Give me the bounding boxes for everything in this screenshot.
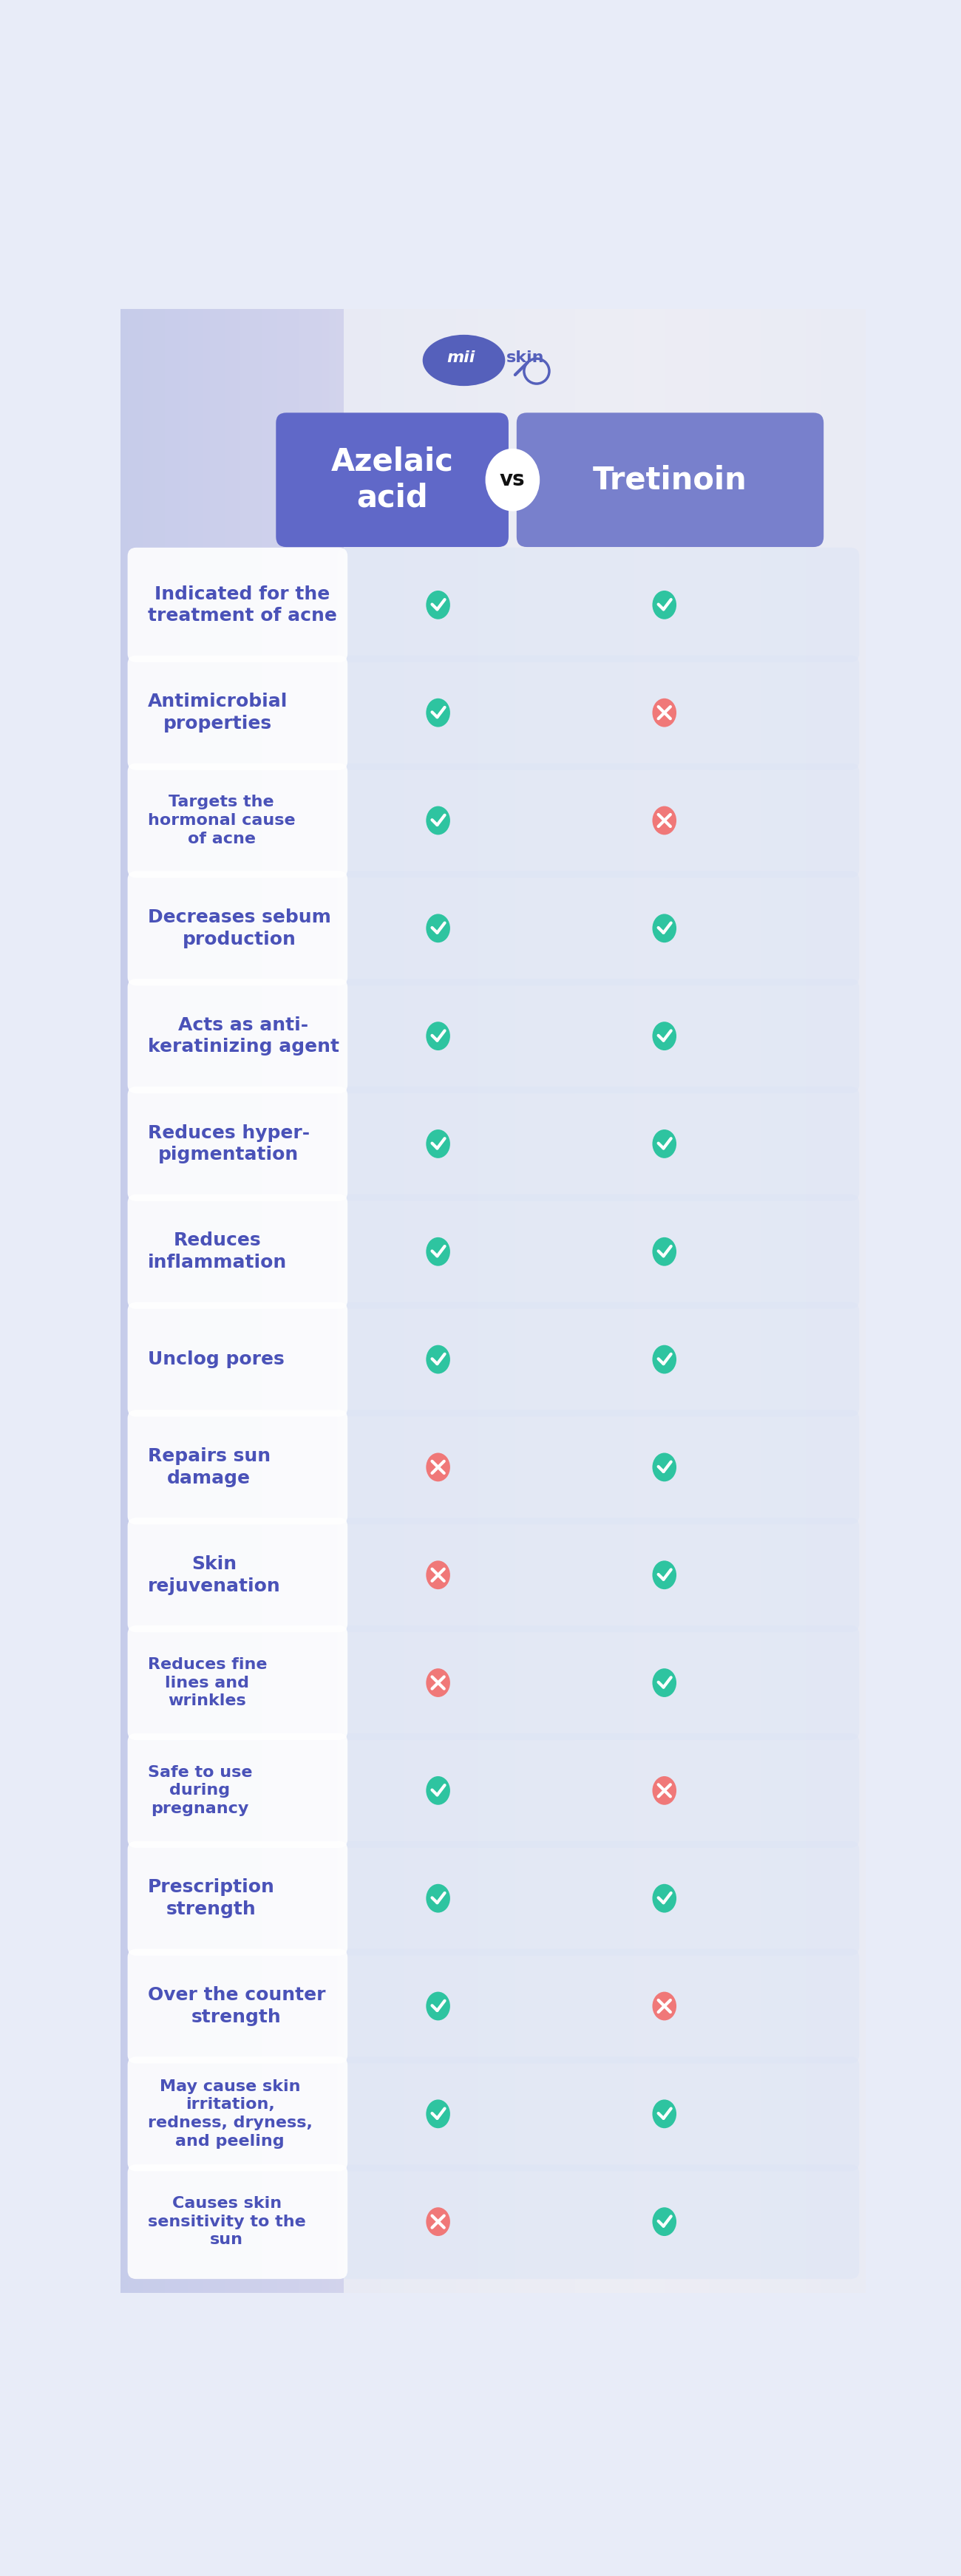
- Text: Unclog pores: Unclog pores: [148, 1350, 284, 1368]
- FancyBboxPatch shape: [337, 654, 859, 770]
- Ellipse shape: [426, 2099, 450, 2128]
- FancyBboxPatch shape: [337, 1301, 859, 1417]
- Text: mii: mii: [447, 350, 475, 366]
- FancyBboxPatch shape: [337, 1734, 859, 1847]
- FancyBboxPatch shape: [128, 871, 348, 987]
- FancyBboxPatch shape: [517, 412, 824, 546]
- FancyBboxPatch shape: [128, 1950, 348, 2063]
- Text: Indicated for the
treatment of acne: Indicated for the treatment of acne: [148, 585, 336, 626]
- FancyBboxPatch shape: [337, 871, 859, 987]
- Ellipse shape: [653, 2208, 677, 2236]
- Ellipse shape: [653, 2099, 677, 2128]
- Text: Decreases sebum
production: Decreases sebum production: [148, 909, 331, 948]
- Ellipse shape: [426, 1669, 450, 1698]
- FancyBboxPatch shape: [337, 549, 859, 662]
- Ellipse shape: [426, 806, 450, 835]
- Ellipse shape: [423, 335, 505, 386]
- FancyBboxPatch shape: [128, 1301, 348, 1417]
- Ellipse shape: [653, 1023, 677, 1051]
- Text: Acts as anti-
keratinizing agent: Acts as anti- keratinizing agent: [148, 1015, 339, 1056]
- Ellipse shape: [653, 1236, 677, 1265]
- Ellipse shape: [426, 914, 450, 943]
- Text: Skin
rejuvenation: Skin rejuvenation: [148, 1556, 281, 1595]
- FancyBboxPatch shape: [128, 654, 348, 770]
- Ellipse shape: [426, 1345, 450, 1373]
- Text: Targets the
hormonal cause
of acne: Targets the hormonal cause of acne: [148, 796, 295, 845]
- Ellipse shape: [653, 1991, 677, 2020]
- Text: Reduces
inflammation: Reduces inflammation: [148, 1231, 286, 1273]
- FancyBboxPatch shape: [128, 1842, 348, 1955]
- FancyBboxPatch shape: [337, 1409, 859, 1525]
- FancyBboxPatch shape: [128, 2164, 348, 2280]
- Ellipse shape: [426, 1561, 450, 1589]
- FancyBboxPatch shape: [337, 1842, 859, 1955]
- FancyBboxPatch shape: [276, 412, 508, 546]
- FancyBboxPatch shape: [128, 1625, 348, 1739]
- Ellipse shape: [426, 590, 450, 618]
- Ellipse shape: [426, 698, 450, 726]
- FancyBboxPatch shape: [128, 1195, 348, 1309]
- FancyBboxPatch shape: [128, 1087, 348, 1200]
- Text: Reduces fine
lines and
wrinkles: Reduces fine lines and wrinkles: [148, 1656, 267, 1708]
- Text: skin: skin: [506, 350, 544, 366]
- FancyBboxPatch shape: [337, 2164, 859, 2280]
- Ellipse shape: [426, 1991, 450, 2020]
- Ellipse shape: [653, 1345, 677, 1373]
- Ellipse shape: [426, 2208, 450, 2236]
- Text: Causes skin
sensitivity to the
sun: Causes skin sensitivity to the sun: [148, 2195, 306, 2246]
- FancyBboxPatch shape: [337, 762, 859, 878]
- Ellipse shape: [653, 1453, 677, 1481]
- FancyBboxPatch shape: [128, 762, 348, 878]
- FancyBboxPatch shape: [128, 1517, 348, 1633]
- FancyBboxPatch shape: [337, 2056, 859, 2172]
- Ellipse shape: [426, 1236, 450, 1265]
- FancyBboxPatch shape: [128, 1734, 348, 1847]
- Ellipse shape: [426, 1453, 450, 1481]
- Text: Prescription
strength: Prescription strength: [148, 1878, 275, 1919]
- Text: Over the counter
strength: Over the counter strength: [148, 1986, 326, 2025]
- Ellipse shape: [653, 698, 677, 726]
- Text: Antimicrobial
properties: Antimicrobial properties: [148, 693, 287, 732]
- FancyBboxPatch shape: [337, 1517, 859, 1633]
- FancyBboxPatch shape: [337, 1087, 859, 1200]
- FancyBboxPatch shape: [337, 1625, 859, 1739]
- Text: May cause skin
irritation,
redness, dryness,
and peeling: May cause skin irritation, redness, dryn…: [148, 2079, 312, 2148]
- Ellipse shape: [653, 1669, 677, 1698]
- FancyBboxPatch shape: [337, 1950, 859, 2063]
- FancyBboxPatch shape: [128, 549, 348, 662]
- FancyBboxPatch shape: [128, 979, 348, 1092]
- Ellipse shape: [485, 448, 540, 510]
- Text: Reduces hyper-
pigmentation: Reduces hyper- pigmentation: [148, 1123, 309, 1164]
- FancyBboxPatch shape: [337, 979, 859, 1092]
- Text: vs: vs: [500, 469, 526, 489]
- Text: Tretinoin: Tretinoin: [593, 464, 748, 495]
- Ellipse shape: [426, 1023, 450, 1051]
- Ellipse shape: [426, 1883, 450, 1911]
- Ellipse shape: [653, 806, 677, 835]
- FancyBboxPatch shape: [128, 2056, 348, 2172]
- Text: Safe to use
during
pregnancy: Safe to use during pregnancy: [148, 1765, 252, 1816]
- Text: Repairs sun
damage: Repairs sun damage: [148, 1448, 270, 1486]
- Ellipse shape: [426, 1128, 450, 1159]
- Ellipse shape: [653, 1777, 677, 1806]
- Ellipse shape: [653, 1561, 677, 1589]
- FancyBboxPatch shape: [128, 1409, 348, 1525]
- Ellipse shape: [653, 590, 677, 618]
- FancyBboxPatch shape: [337, 1195, 859, 1309]
- Text: Azelaic
acid: Azelaic acid: [331, 446, 454, 513]
- Ellipse shape: [426, 1777, 450, 1806]
- Ellipse shape: [653, 914, 677, 943]
- Ellipse shape: [653, 1883, 677, 1911]
- Ellipse shape: [653, 1128, 677, 1159]
